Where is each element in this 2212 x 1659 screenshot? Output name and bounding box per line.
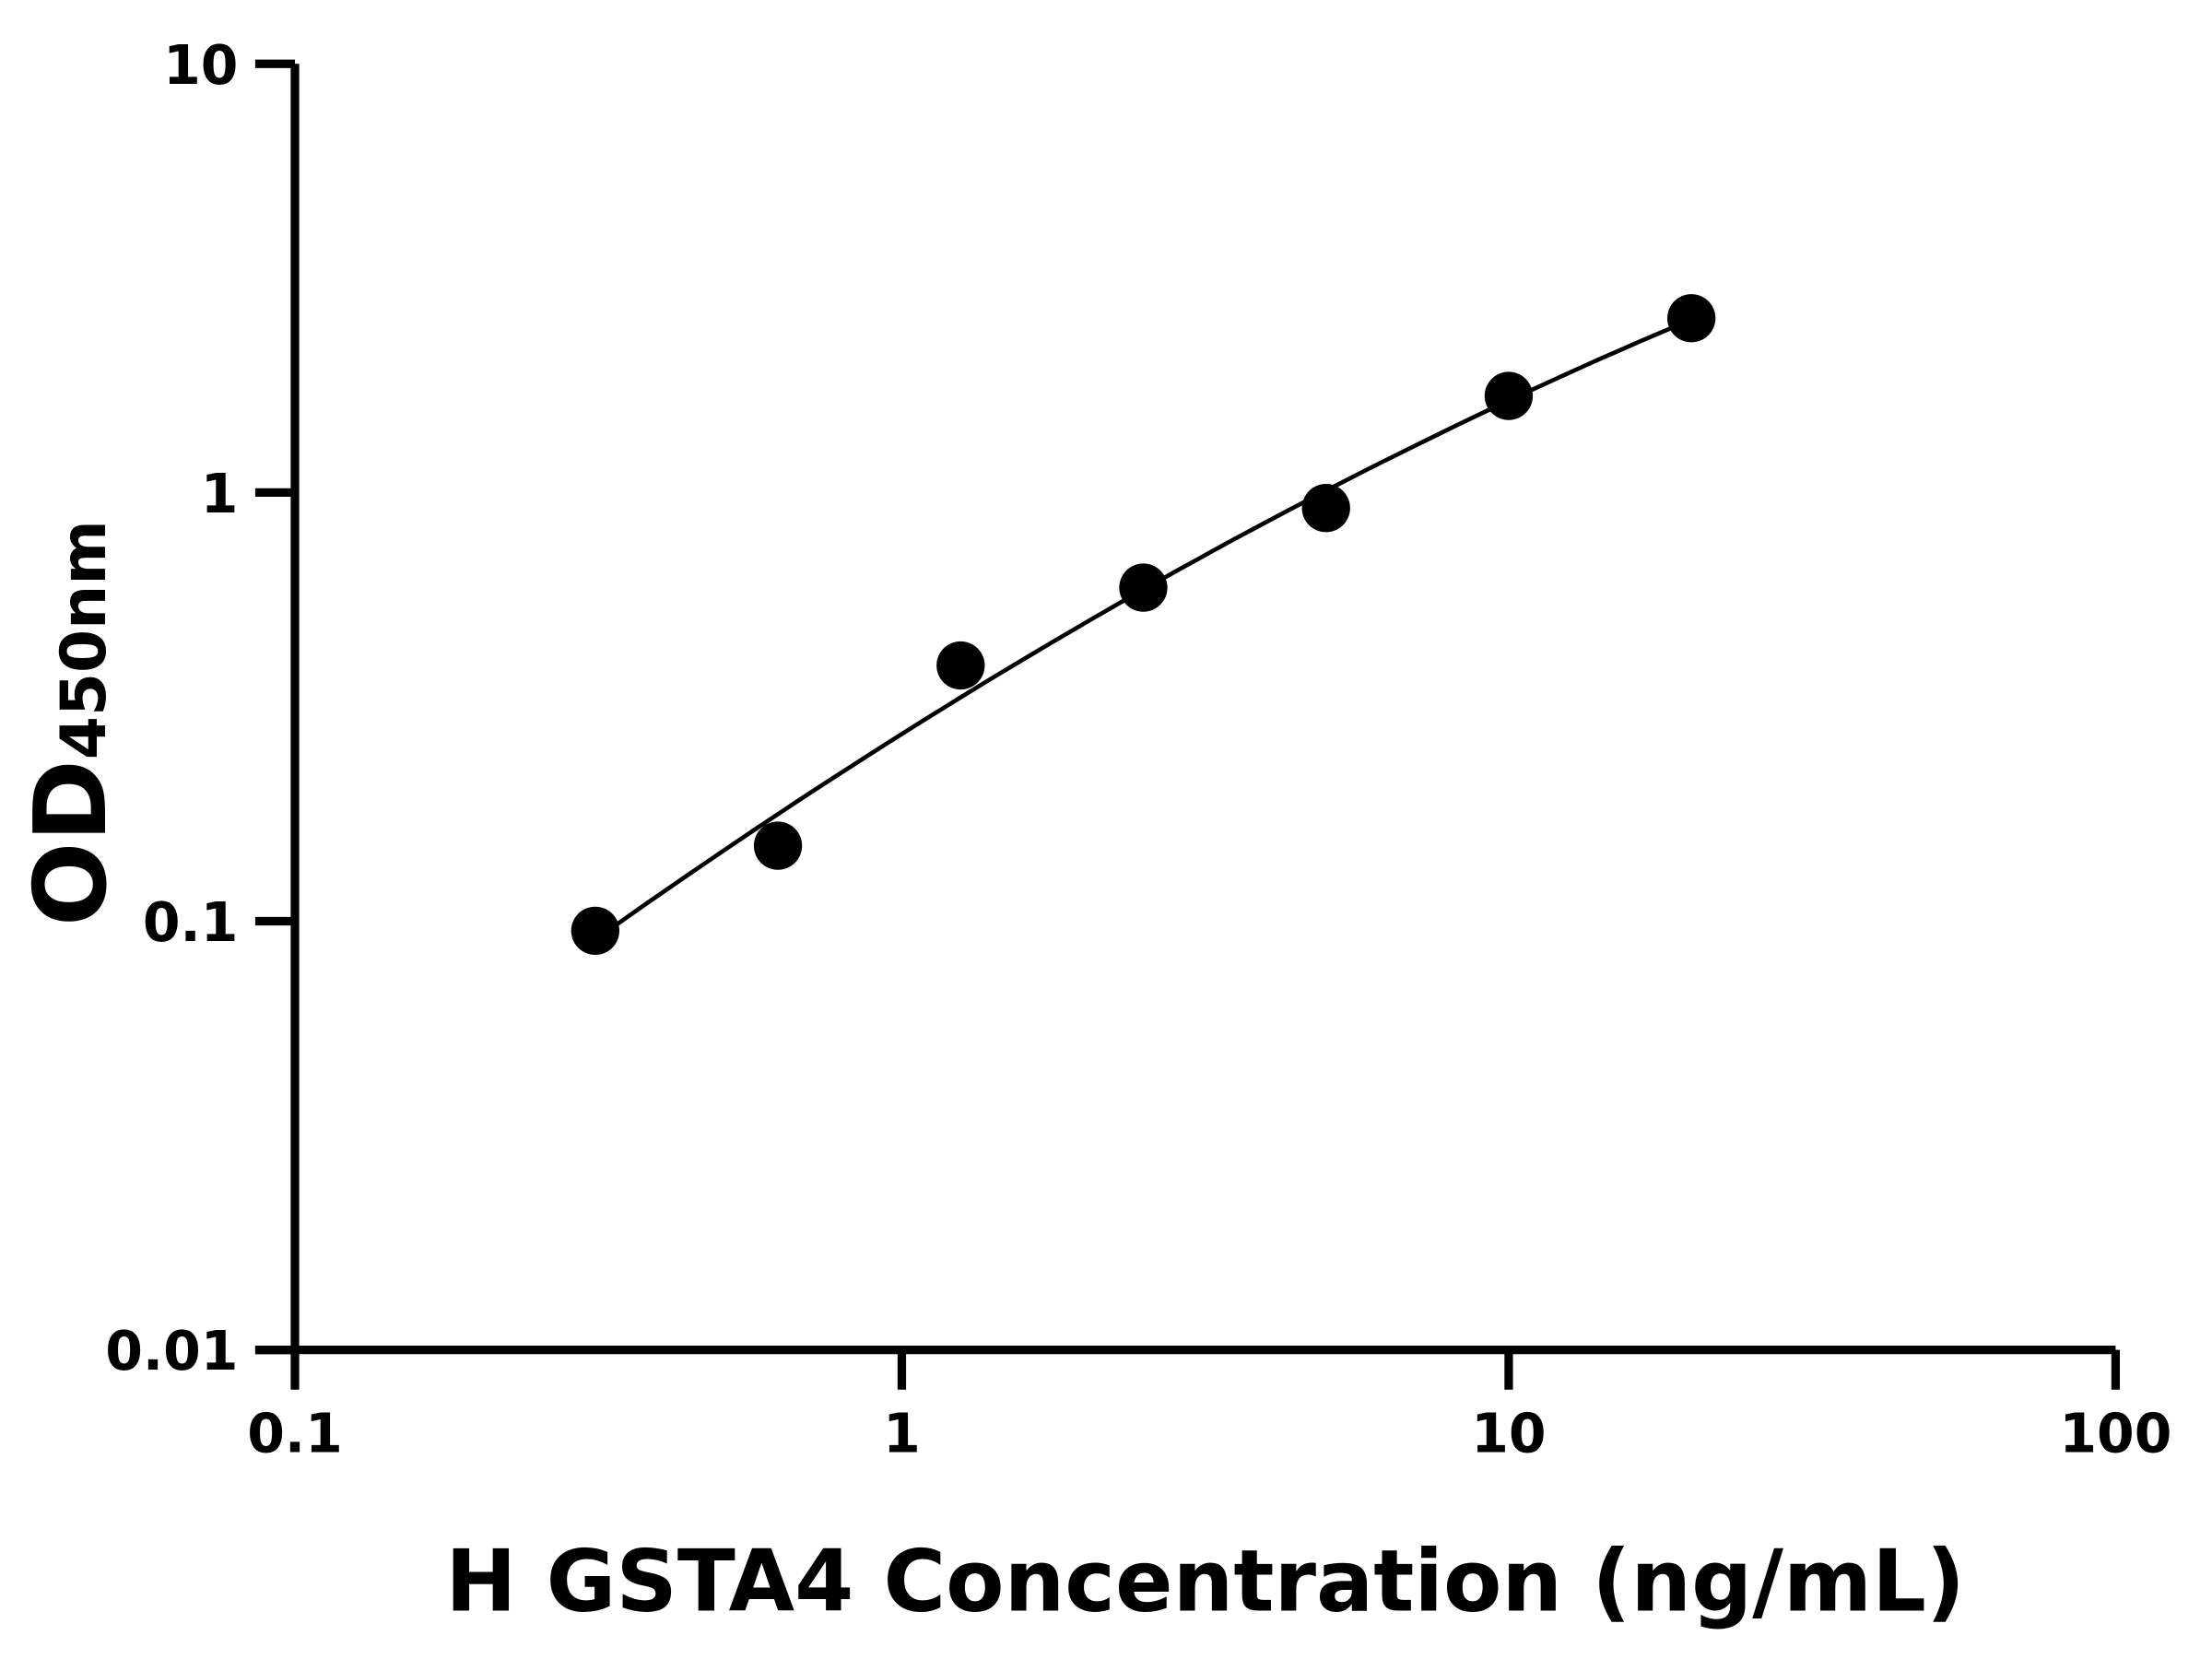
data-point (1666, 294, 1716, 343)
y-axis-label-main: OD (14, 759, 129, 926)
x-tick-label: 0.1 (247, 1402, 343, 1465)
y-tick-label: 0.01 (105, 1320, 238, 1382)
data-point (753, 821, 803, 870)
data-point (936, 641, 985, 690)
y-axis-label-sub: 450nm (47, 520, 120, 759)
y-tick-label: 1 (201, 463, 239, 525)
x-tick-label: 10 (1471, 1402, 1546, 1465)
axes (254, 59, 2120, 1390)
y-tick-label: 10 (163, 34, 238, 97)
y-tick-label: 0.1 (143, 891, 239, 954)
data-point (1119, 563, 1168, 612)
data-point (571, 906, 619, 956)
data-point (1301, 484, 1350, 533)
x-tick-label: 100 (2059, 1402, 2171, 1465)
y-axis-label: OD450nm (14, 520, 129, 926)
data-points (571, 294, 1716, 956)
data-point (1484, 371, 1534, 420)
x-tick-label: 1 (883, 1402, 921, 1465)
x-axis-label: H GSTA4 Concentration (ng/mL) (445, 1532, 1965, 1631)
